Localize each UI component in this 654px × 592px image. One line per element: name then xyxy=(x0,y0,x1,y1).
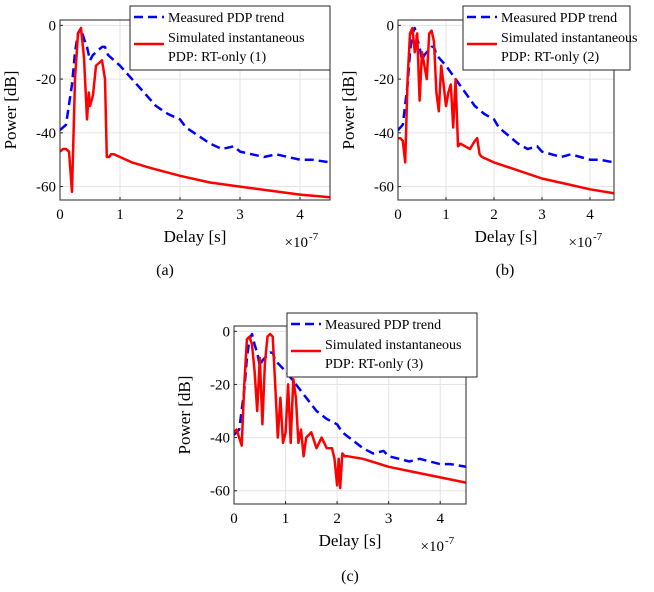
legend-label-measured: Measured PDP trend xyxy=(325,318,441,333)
legend: Measured PDP trend Simulated instantaneou… xyxy=(462,5,637,71)
y-tick-label: -20 xyxy=(210,377,230,393)
x-tick-label: 4 xyxy=(586,207,594,223)
x-tick-label: 1 xyxy=(116,207,124,223)
y-tick-label: 0 xyxy=(387,18,395,34)
x-multiplier: ×10 xyxy=(285,235,308,251)
series-line-measured xyxy=(60,26,330,164)
y-axis-label: Power [dB] xyxy=(339,71,358,150)
x-tick-label: 0 xyxy=(230,511,238,527)
series-line-measured xyxy=(398,26,614,164)
x-axis-label: Delay [s] xyxy=(164,227,227,246)
x-tick-label: 3 xyxy=(385,511,393,527)
x-tick-label: 2 xyxy=(333,511,341,527)
x-multiplier-exponent: -7 xyxy=(445,535,455,547)
subfigure-caption: (a) xyxy=(156,262,174,279)
subfigure-caption: (c) xyxy=(341,568,359,585)
legend-label-simulated: Simulated instantaneous PDP: RT-only (3) xyxy=(325,338,461,372)
y-tick-label: -20 xyxy=(374,72,394,88)
y-tick-label: -40 xyxy=(36,126,56,142)
y-tick-label: -40 xyxy=(374,126,394,142)
x-tick-label: 0 xyxy=(394,207,402,223)
x-axis-label: Delay [s] xyxy=(475,227,538,246)
x-multiplier: ×10 xyxy=(421,539,444,555)
legend-label-simulated: Simulated instantaneous PDP: RT-only (1) xyxy=(168,31,304,65)
series-line-measured xyxy=(234,332,466,469)
series-line-simulated xyxy=(60,26,330,199)
x-tick-label: 2 xyxy=(490,207,498,223)
y-tick-label: -60 xyxy=(374,180,394,196)
x-tick-label: 4 xyxy=(436,511,444,527)
chart-panel-c: 0 1 2 3 4 0 -20 -40 -60 Delay [s] Power [dB] ×10 -7 M… xyxy=(175,312,478,585)
series-line-simulated xyxy=(234,332,466,490)
x-tick-label: 1 xyxy=(442,207,450,223)
legend-label-measured: Measured PDP trend xyxy=(168,11,284,26)
legend-box xyxy=(462,5,631,71)
x-multiplier-exponent: -7 xyxy=(593,231,603,243)
legend-label-measured: Measured PDP trend xyxy=(501,11,617,26)
legend: Measured PDP trend Simulated instantaneou… xyxy=(129,5,331,71)
x-tick-label: 4 xyxy=(296,207,304,223)
y-tick-label: 0 xyxy=(223,324,231,340)
y-tick-label: -60 xyxy=(36,180,56,196)
y-axis-label: Power [dB] xyxy=(175,376,194,455)
x-multiplier: ×10 xyxy=(569,235,592,251)
y-tick-label: -60 xyxy=(210,484,230,500)
x-tick-label: 3 xyxy=(538,207,546,223)
series-line-simulated xyxy=(398,26,614,195)
y-tick-label: 0 xyxy=(49,18,57,34)
x-axis-label: Delay [s] xyxy=(319,531,382,550)
y-tick-label: -40 xyxy=(210,431,230,447)
x-tick-label: 0 xyxy=(56,207,64,223)
x-multiplier-exponent: -7 xyxy=(309,231,319,243)
chart-panel-b: 0 1 2 3 4 0 -20 -40 -60 Delay [s] Power [dB] ×10 -7 M… xyxy=(339,5,637,279)
x-tick-label: 3 xyxy=(236,207,244,223)
y-tick-label: -20 xyxy=(36,72,56,88)
legend-box xyxy=(286,312,478,378)
legend: Measured PDP trend Simulated instantaneou… xyxy=(286,312,478,378)
chart-panel-a: 0 1 2 3 4 0 -20 -40 -60 Delay [s] Power [dB] ×10 -7 M… xyxy=(1,5,331,279)
y-axis-label: Power [dB] xyxy=(1,71,20,150)
subfigure-caption: (b) xyxy=(496,262,515,279)
x-tick-label: 2 xyxy=(176,207,184,223)
legend-label-simulated: Simulated instantaneous PDP: RT-only (2) xyxy=(501,31,637,65)
x-tick-label: 1 xyxy=(282,511,290,527)
